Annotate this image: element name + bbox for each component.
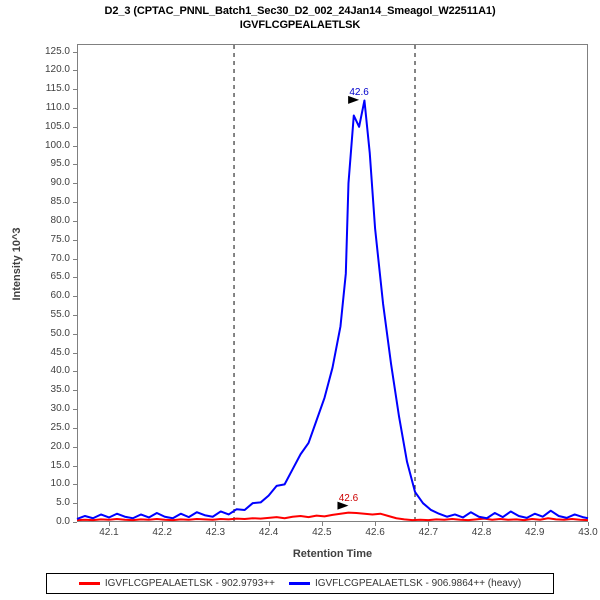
y-tick-mark (73, 107, 77, 109)
y-tick-mark (73, 409, 77, 411)
y-tick-mark (73, 446, 77, 448)
y-tick-label: 5.0 (56, 497, 70, 509)
x-tick-mark (215, 522, 217, 526)
x-tick-mark (268, 522, 270, 526)
x-tick-label: 42.8 (471, 527, 492, 538)
y-tick-mark (73, 183, 77, 185)
legend-label-light: IGVFLCGPEALAETLSK - 902.9793++ (104, 578, 275, 589)
y-tick-mark (73, 296, 77, 298)
x-tick-label: 42.6 (365, 527, 385, 538)
y-tick-mark (73, 89, 77, 91)
y-tick-label: 20.0 (50, 440, 70, 452)
x-tick-mark (481, 522, 483, 526)
y-tick-label: 100.0 (44, 139, 70, 151)
y-tick-mark (73, 277, 77, 279)
x-tick-label: 42.7 (418, 527, 439, 538)
y-tick-label: 105.0 (44, 120, 70, 132)
y-tick-label: 10.0 (50, 478, 70, 490)
y-tick-label: 80.0 (50, 214, 70, 226)
y-tick-mark (73, 258, 77, 260)
y-tick-label: 85.0 (50, 196, 70, 208)
x-tick-mark (588, 522, 589, 526)
x-tick-mark (534, 522, 536, 526)
legend-color-swatch-heavy (288, 582, 310, 585)
y-tick-mark (73, 522, 77, 523)
y-tick-mark (73, 465, 77, 467)
y-tick-label: 110.0 (45, 101, 70, 113)
x-axis-title: Retention Time (292, 548, 373, 560)
y-tick-label: 50.0 (50, 327, 70, 339)
y-tick-mark (73, 371, 77, 373)
page-title: D2_3 (CPTAC_PNNL_Batch1_Sec30_D2_002_24J… (104, 5, 496, 17)
light-peak-label: 42.6 (338, 492, 359, 504)
x-tick-label: 42.4 (258, 527, 279, 538)
x-tick-label: 42.3 (205, 527, 226, 538)
y-tick-mark (73, 484, 77, 486)
y-tick-mark (73, 202, 77, 204)
legend-color-swatch-light (78, 582, 100, 585)
y-tick-mark (73, 145, 77, 147)
heavy-peak-label: 42.6 (349, 86, 369, 98)
x-tick-mark (108, 522, 110, 526)
x-tick-label: 42.1 (99, 527, 119, 538)
y-tick-mark (73, 164, 77, 166)
x-tick-mark (375, 522, 377, 526)
y-tick-label: 70.0 (50, 252, 70, 264)
chart-title-block: D2_3 (CPTAC_PNNL_Batch1_Sec30_D2_002_24J… (0, 4, 600, 32)
y-tick-mark (73, 390, 77, 392)
x-tick-mark (321, 522, 323, 526)
legend-item-light[interactable]: IGVFLCGPEALAETLSK - 902.9793++ (78, 578, 275, 589)
y-tick-mark (73, 51, 77, 53)
y-tick-label: 35.0 (50, 384, 70, 396)
x-tick-label: 43.0 (578, 527, 598, 538)
x-tick-label: 42.2 (152, 527, 172, 538)
y-tick-mark (73, 126, 77, 128)
y-tick-label: 45.0 (50, 346, 70, 358)
plot-area[interactable] (77, 44, 588, 522)
x-tick-label: 42.9 (525, 527, 545, 538)
y-tick-mark (73, 239, 77, 241)
y-tick-mark (73, 70, 77, 72)
y-tick-label: 115.0 (45, 83, 70, 95)
y-axis-title: Intensity 10^3 (11, 227, 23, 301)
x-tick-label: 42.5 (312, 527, 332, 538)
y-tick-label: 125.0 (44, 45, 70, 57)
y-tick-mark (73, 333, 77, 335)
y-tick-label: 120.0 (44, 64, 70, 76)
y-tick-label: 55.0 (50, 308, 70, 320)
x-tick-mark (162, 522, 164, 526)
y-tick-label: 25.0 (50, 421, 70, 433)
y-tick-mark (73, 314, 77, 316)
y-tick-mark (73, 352, 77, 354)
peptide-subtitle: IGVFLCGPEALAETLSK (239, 19, 361, 31)
y-tick-label: 60.0 (50, 290, 70, 302)
legend-item-heavy[interactable]: IGVFLCGPEALAETLSK - 906.9864++ (heavy) (288, 578, 522, 589)
y-tick-label: 15.0 (50, 459, 70, 471)
y-tick-label: 30.0 (50, 403, 70, 415)
y-tick-label: 95.0 (50, 158, 70, 170)
y-tick-mark (73, 220, 77, 222)
y-tick-label: 65.0 (50, 271, 70, 283)
legend-label-heavy: IGVFLCGPEALAETLSK - 906.9864++ (heavy) (314, 578, 522, 589)
y-tick-mark (73, 503, 77, 505)
y-tick-label: 0.0 (56, 516, 70, 527)
y-tick-label: 75.0 (50, 233, 70, 245)
x-tick-mark (428, 522, 430, 526)
y-tick-label: 90.0 (50, 177, 70, 189)
chart-legend: IGVFLCGPEALAETLSK - 902.9793++ IGVFLCGPE… (46, 573, 554, 594)
y-tick-mark (73, 427, 77, 429)
y-tick-label: 40.0 (50, 365, 70, 377)
